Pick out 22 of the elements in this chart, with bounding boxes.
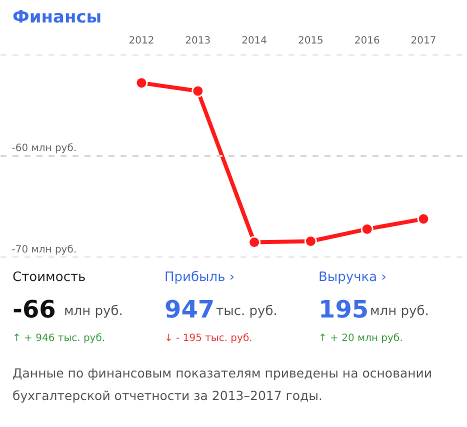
text: ↓ - 195 тыс. руб. <box>164 333 252 344</box>
x-tick-label: 2013 <box>185 36 211 46</box>
text: 195 <box>318 296 369 324</box>
text: -66 <box>12 296 56 324</box>
y-tick-label: -60 млн руб. <box>12 143 77 154</box>
text: млн руб. <box>370 304 429 319</box>
text: ↑ + 20 млн руб. <box>318 333 403 344</box>
x-tick-label: 2014 <box>242 36 268 46</box>
text: Выручка › <box>318 270 386 285</box>
x-tick-label: 2016 <box>354 36 380 46</box>
text: Стоимость <box>12 270 86 285</box>
text: Данные по финансовым показателям приведены на основании бухгалтерской отчетности за 2013–2017 годы. <box>12 366 432 403</box>
chart-title: Финансы <box>12 8 102 28</box>
text: Прибыль › <box>164 270 235 285</box>
x-tick-label: 2017 <box>410 36 436 46</box>
text: 947 <box>164 296 215 324</box>
text: млн руб. <box>64 304 123 319</box>
x-tick-label: 2012 <box>128 36 154 46</box>
x-tick-label: 2015 <box>298 36 324 46</box>
text: тыс. руб. <box>216 304 278 319</box>
text: ↑ + 946 тыс. руб. <box>12 333 106 344</box>
y-tick-label: -70 млн руб. <box>12 244 77 256</box>
